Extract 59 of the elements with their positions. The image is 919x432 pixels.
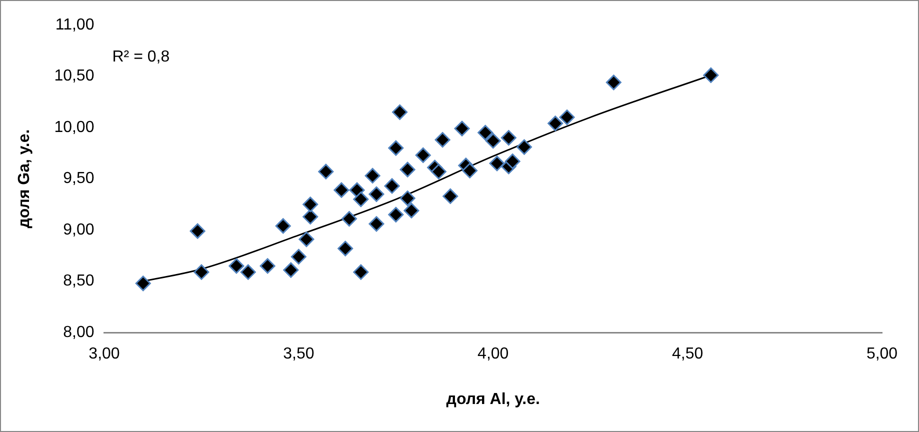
y-tick-label: 8,00 [63,324,94,342]
point [368,186,384,202]
point [430,164,446,180]
annotation: R² = 0,8 [112,48,170,66]
point [260,258,276,274]
point [135,276,151,292]
x-tick-label: 4,00 [478,346,509,363]
point [415,147,431,163]
point [338,240,354,256]
y-tick-label: 10,50 [54,68,94,85]
point [462,162,478,178]
point [353,264,369,280]
point [516,139,532,155]
point [364,168,380,184]
point [318,164,334,180]
point [275,218,291,234]
point [298,232,314,248]
point [442,188,458,204]
point [341,211,357,227]
y-tick-label: 11,00 [55,16,94,34]
point [404,202,420,218]
x-tick-label: 4,50 [672,346,704,363]
x-tick-label: 5,00 [866,346,898,363]
y-tick-label: 9,00 [63,221,94,238]
x-axis-title: доля Al, у.е. [446,390,540,408]
point [504,154,520,170]
point [240,264,256,280]
point [290,248,306,264]
y-tick-label: 8,50 [63,272,94,290]
point [388,140,404,156]
point [384,178,400,194]
point [368,216,384,232]
point [454,120,470,136]
point [485,133,501,149]
point [302,196,318,212]
point [334,182,350,198]
point [703,67,719,83]
point [489,156,505,172]
point [194,264,210,280]
point [400,162,416,178]
x-tick-label: 3,50 [283,346,314,363]
point [353,192,369,208]
y-tick-label: 9,50 [63,170,94,188]
point [434,132,450,148]
point [548,116,564,132]
point [478,124,494,140]
point [400,190,416,206]
point [302,208,318,224]
point [500,130,516,146]
point [388,206,404,222]
point [559,110,575,126]
point [606,74,622,90]
y-axis-title: доля Ga, у.е. [16,129,34,228]
point [228,258,244,274]
point [190,223,206,239]
y-tick-label: 10,00 [54,118,94,136]
point [283,262,299,278]
point [392,104,408,120]
x-tick-label: 3,00 [88,346,120,363]
